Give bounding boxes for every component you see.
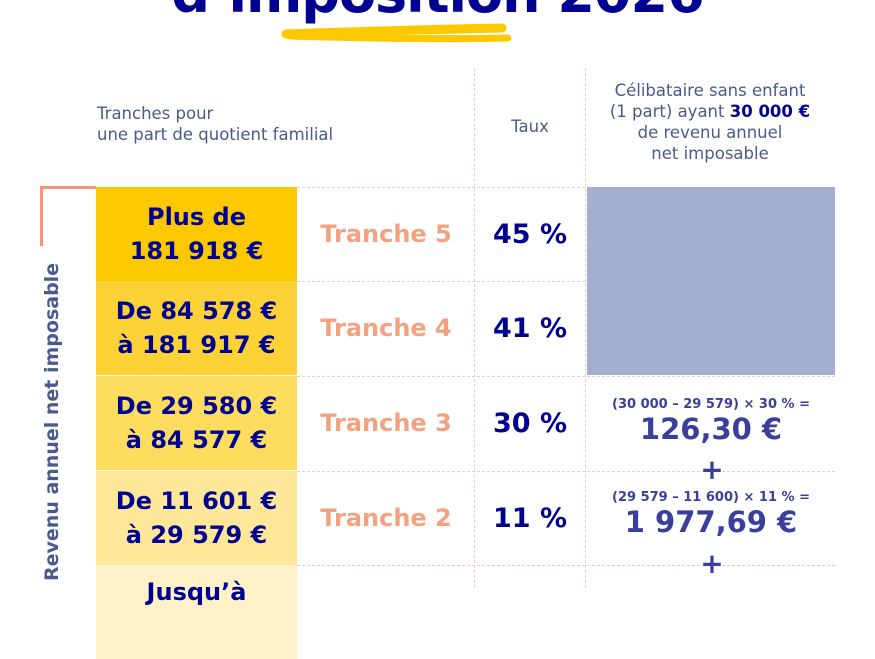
range-line: à 84 577 € [125, 426, 268, 454]
plus-icon: + [700, 547, 724, 580]
range-line: De 11 601 € [115, 487, 278, 515]
not-applicable-block [587, 187, 835, 375]
range-line: à 29 579 € [125, 521, 268, 549]
calc-amount: 126,30 € [639, 412, 783, 446]
header-example-line1: Célibataire sans enfant [614, 81, 806, 100]
calc-formula: (29 579 – 11 600) × 11 % = [612, 490, 810, 505]
tranche-label: Tranche 4 [320, 314, 452, 342]
divider [474, 68, 475, 588]
rate-value: 45 % [492, 218, 568, 250]
calc-tranche-3: (30 000 – 29 579) × 30 % = 126,30 € [587, 397, 835, 446]
rate-value: 41 % [492, 312, 568, 344]
range-line: De 29 580 € [115, 392, 278, 420]
range-line: Plus de [146, 203, 246, 231]
page-title: d’imposition 2026 [0, 0, 875, 25]
axis-bracket [40, 186, 96, 189]
title-underline [281, 23, 512, 43]
calc-amount: 1 977,69 € [624, 505, 798, 539]
range-line: 181 918 € [129, 237, 264, 265]
divider [585, 68, 586, 588]
header-example: Célibataire sans enfant (1 part) ayant 3… [585, 80, 835, 164]
tranche-label: Tranche 3 [320, 409, 452, 437]
side-label: Revenu annuel net imposable [41, 262, 63, 581]
bracket-range-4: De 84 578 € à 181 917 € [96, 281, 297, 375]
header-example-line2: (1 part) ayant [609, 102, 730, 121]
calc-tranche-2: (29 579 – 11 600) × 11 % = 1 977,69 € [587, 490, 835, 539]
bracket-range-5: Plus de 181 918 € [96, 187, 297, 281]
header-rate: Taux [511, 117, 549, 136]
divider [297, 565, 835, 566]
tranche-label: Tranche 2 [320, 504, 452, 532]
header-example-income: 30 000 € [729, 102, 811, 121]
bracket-range-1: Jusqu’à [96, 565, 297, 659]
range-line: à 181 917 € [117, 331, 276, 359]
plus-icon: + [700, 453, 724, 486]
tranche-label: Tranche 5 [320, 220, 452, 248]
header-example-line4: net imposable [651, 144, 769, 163]
header-brackets-line1: Tranches pour [97, 104, 214, 123]
bracket-range-2: De 11 601 € à 29 579 € [96, 471, 297, 565]
rate-value: 11 % [492, 502, 568, 534]
divider [297, 187, 835, 188]
header-brackets: Tranches pour une part de quotient famil… [97, 103, 333, 145]
rate-value: 30 % [492, 407, 568, 439]
bracket-range-3: De 29 580 € à 84 577 € [96, 376, 297, 470]
calc-formula: (30 000 – 29 579) × 30 % = [612, 397, 810, 412]
range-line: De 84 578 € [115, 297, 278, 325]
range-line: Jusqu’à [146, 578, 247, 606]
divider [297, 281, 835, 282]
axis-bracket [40, 186, 43, 246]
header-example-line3: de revenu annuel [637, 123, 783, 142]
divider [297, 471, 835, 472]
header-brackets-line2: une part de quotient familial [97, 125, 334, 144]
divider [297, 376, 835, 377]
